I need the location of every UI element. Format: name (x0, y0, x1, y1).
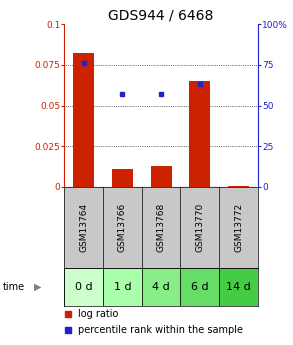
Text: 1 d: 1 d (114, 282, 131, 292)
Bar (73, 53, 94, 187)
Text: 6 d: 6 d (191, 282, 209, 292)
Bar (103, 268, 142, 306)
Text: GSM13766: GSM13766 (118, 203, 127, 252)
Text: time: time (3, 282, 25, 292)
Text: GSM13768: GSM13768 (157, 203, 166, 252)
Text: ▶: ▶ (34, 282, 41, 292)
Text: log ratio: log ratio (78, 309, 118, 319)
Bar (180, 268, 219, 306)
Text: GSM13772: GSM13772 (234, 203, 243, 252)
Bar (189, 81, 210, 187)
Text: GSM13764: GSM13764 (79, 203, 88, 252)
Bar (112, 169, 133, 187)
Bar (64, 268, 103, 306)
Text: percentile rank within the sample: percentile rank within the sample (78, 325, 243, 335)
Text: GSM13770: GSM13770 (195, 203, 204, 252)
Text: 4 d: 4 d (152, 282, 170, 292)
Bar (228, 186, 249, 187)
Text: 14 d: 14 d (226, 282, 251, 292)
Bar (142, 268, 180, 306)
Text: 0 d: 0 d (75, 282, 93, 292)
Bar (151, 166, 172, 187)
Bar (219, 268, 258, 306)
Title: GDS944 / 6468: GDS944 / 6468 (108, 9, 214, 23)
